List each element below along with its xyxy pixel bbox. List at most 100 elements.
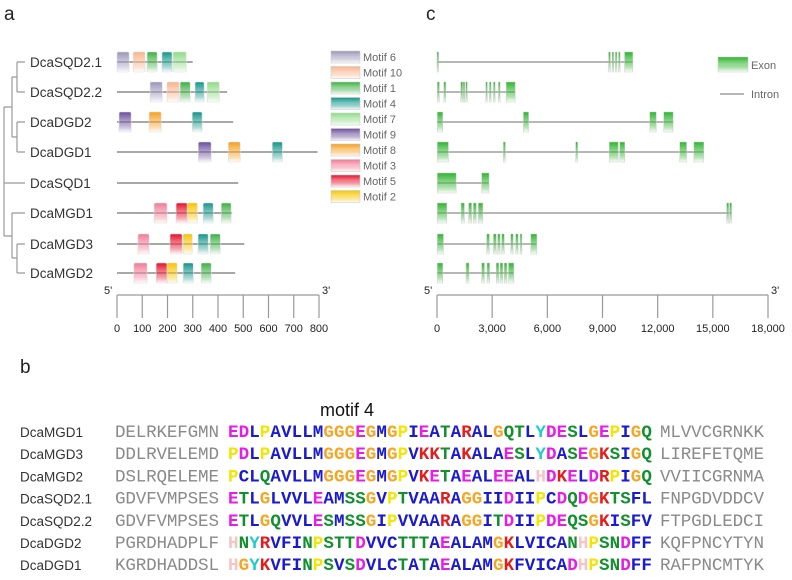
residue: A bbox=[408, 556, 419, 576]
residue: G bbox=[493, 556, 504, 576]
exon-box bbox=[437, 81, 440, 103]
residue: I bbox=[514, 490, 525, 510]
residue: I bbox=[535, 556, 546, 576]
residue: E bbox=[567, 467, 578, 487]
exon-box bbox=[575, 141, 578, 163]
axis-tick-label: 200 bbox=[158, 323, 176, 335]
residue: P bbox=[228, 467, 239, 487]
residue: M bbox=[376, 423, 387, 443]
legend-label: Motif 3 bbox=[363, 161, 396, 173]
residue: I bbox=[493, 490, 504, 510]
legend-item: Motif 3 bbox=[330, 159, 396, 173]
exon-box bbox=[726, 202, 729, 224]
residue: G bbox=[387, 445, 398, 465]
residue: L bbox=[292, 445, 303, 465]
residue: E bbox=[504, 445, 515, 465]
residue: D bbox=[620, 556, 631, 576]
residue: G bbox=[631, 423, 642, 443]
residue: L bbox=[514, 534, 525, 554]
residue: A bbox=[429, 490, 440, 510]
axis-tick-label: 18,000 bbox=[751, 323, 785, 335]
gene-label: DcaSQD2.1 bbox=[30, 55, 102, 70]
residue: A bbox=[451, 556, 462, 576]
gene-label: DcaDGD2 bbox=[30, 115, 92, 130]
gene-label: DcaMGD1 bbox=[30, 206, 93, 221]
residue: D bbox=[578, 490, 589, 510]
residue: M bbox=[482, 556, 493, 576]
residue: L bbox=[461, 556, 472, 576]
legend-label: Motif 4 bbox=[363, 99, 396, 111]
left-flank: DDLRVELEMD bbox=[115, 445, 219, 465]
residue: I bbox=[535, 534, 546, 554]
residue: E bbox=[557, 512, 568, 532]
sequence-name: DcaMGD2 bbox=[20, 469, 83, 484]
motif-sequence: HGYKVFINPSVSDVLCTATAEALAMGKFVICADHPSNDFF bbox=[228, 556, 652, 576]
axis-tick-label: 100 bbox=[133, 323, 151, 335]
residue: A bbox=[557, 445, 568, 465]
alignment-row: DcaDGD1 KGRDHADDSL HGYKVFINPSVSDVLCTATAEAL… bbox=[20, 556, 764, 576]
residue: L bbox=[578, 467, 589, 487]
gene-structure-row bbox=[437, 81, 516, 103]
motif-box bbox=[271, 141, 283, 163]
residue: A bbox=[472, 445, 483, 465]
gene-structure-row bbox=[437, 202, 732, 224]
residue: I bbox=[620, 423, 631, 443]
residue: D bbox=[567, 556, 578, 576]
legend-label: Motif 7 bbox=[363, 114, 396, 126]
residue: F bbox=[281, 534, 292, 554]
residue: E bbox=[578, 445, 589, 465]
residue: A bbox=[557, 534, 568, 554]
motif-box bbox=[137, 233, 150, 255]
legend-label: Motif 2 bbox=[363, 192, 396, 204]
residue: C bbox=[387, 556, 398, 576]
exon-box bbox=[485, 81, 488, 103]
residue: S bbox=[620, 512, 631, 532]
exon-box bbox=[523, 111, 529, 133]
panel-label-b: b bbox=[20, 357, 31, 378]
residue: V bbox=[525, 534, 536, 554]
residue: A bbox=[323, 490, 334, 510]
axis-tick-label: 6,000 bbox=[534, 323, 562, 335]
residue: T bbox=[398, 534, 409, 554]
exon-box bbox=[515, 233, 519, 255]
exon-box bbox=[493, 233, 497, 255]
residue: E bbox=[419, 423, 430, 443]
residue: L bbox=[525, 467, 536, 487]
motif-box bbox=[198, 141, 212, 163]
residue: V bbox=[270, 534, 281, 554]
exon-box bbox=[493, 81, 496, 103]
residue: R bbox=[440, 490, 451, 510]
residue: V bbox=[408, 490, 419, 510]
exon-box bbox=[501, 233, 505, 255]
residue: G bbox=[472, 490, 483, 510]
exon-box bbox=[624, 51, 634, 73]
residue: F bbox=[281, 556, 292, 576]
motif-gene-row: DcaSQD2.1 bbox=[30, 51, 193, 73]
residue: V bbox=[641, 512, 652, 532]
gene-label: DcaSQD2.2 bbox=[30, 85, 102, 100]
residue: C bbox=[546, 490, 557, 510]
residue: A bbox=[472, 556, 483, 576]
residue: F bbox=[631, 556, 642, 576]
legend-swatch bbox=[330, 143, 361, 157]
residue: P bbox=[228, 445, 239, 465]
residue: T bbox=[345, 534, 356, 554]
residue: F bbox=[631, 490, 642, 510]
residue: G bbox=[588, 490, 599, 510]
exon-box bbox=[465, 81, 468, 103]
gene-structure-row bbox=[437, 233, 538, 255]
motif-box bbox=[197, 233, 209, 255]
axis-tick-label: 0 bbox=[434, 323, 440, 335]
residue: I bbox=[525, 512, 536, 532]
right-flank: RAFPNCMTYK bbox=[660, 556, 764, 576]
residue: Q bbox=[504, 423, 515, 443]
residue: T bbox=[440, 467, 451, 487]
residue: V bbox=[525, 556, 536, 576]
legend-item: Motif 10 bbox=[330, 66, 402, 80]
legend-label: Motif 6 bbox=[363, 52, 396, 64]
motif-box bbox=[166, 262, 178, 284]
residue: I bbox=[292, 534, 303, 554]
residue: T bbox=[239, 490, 250, 510]
residue: E bbox=[599, 423, 610, 443]
